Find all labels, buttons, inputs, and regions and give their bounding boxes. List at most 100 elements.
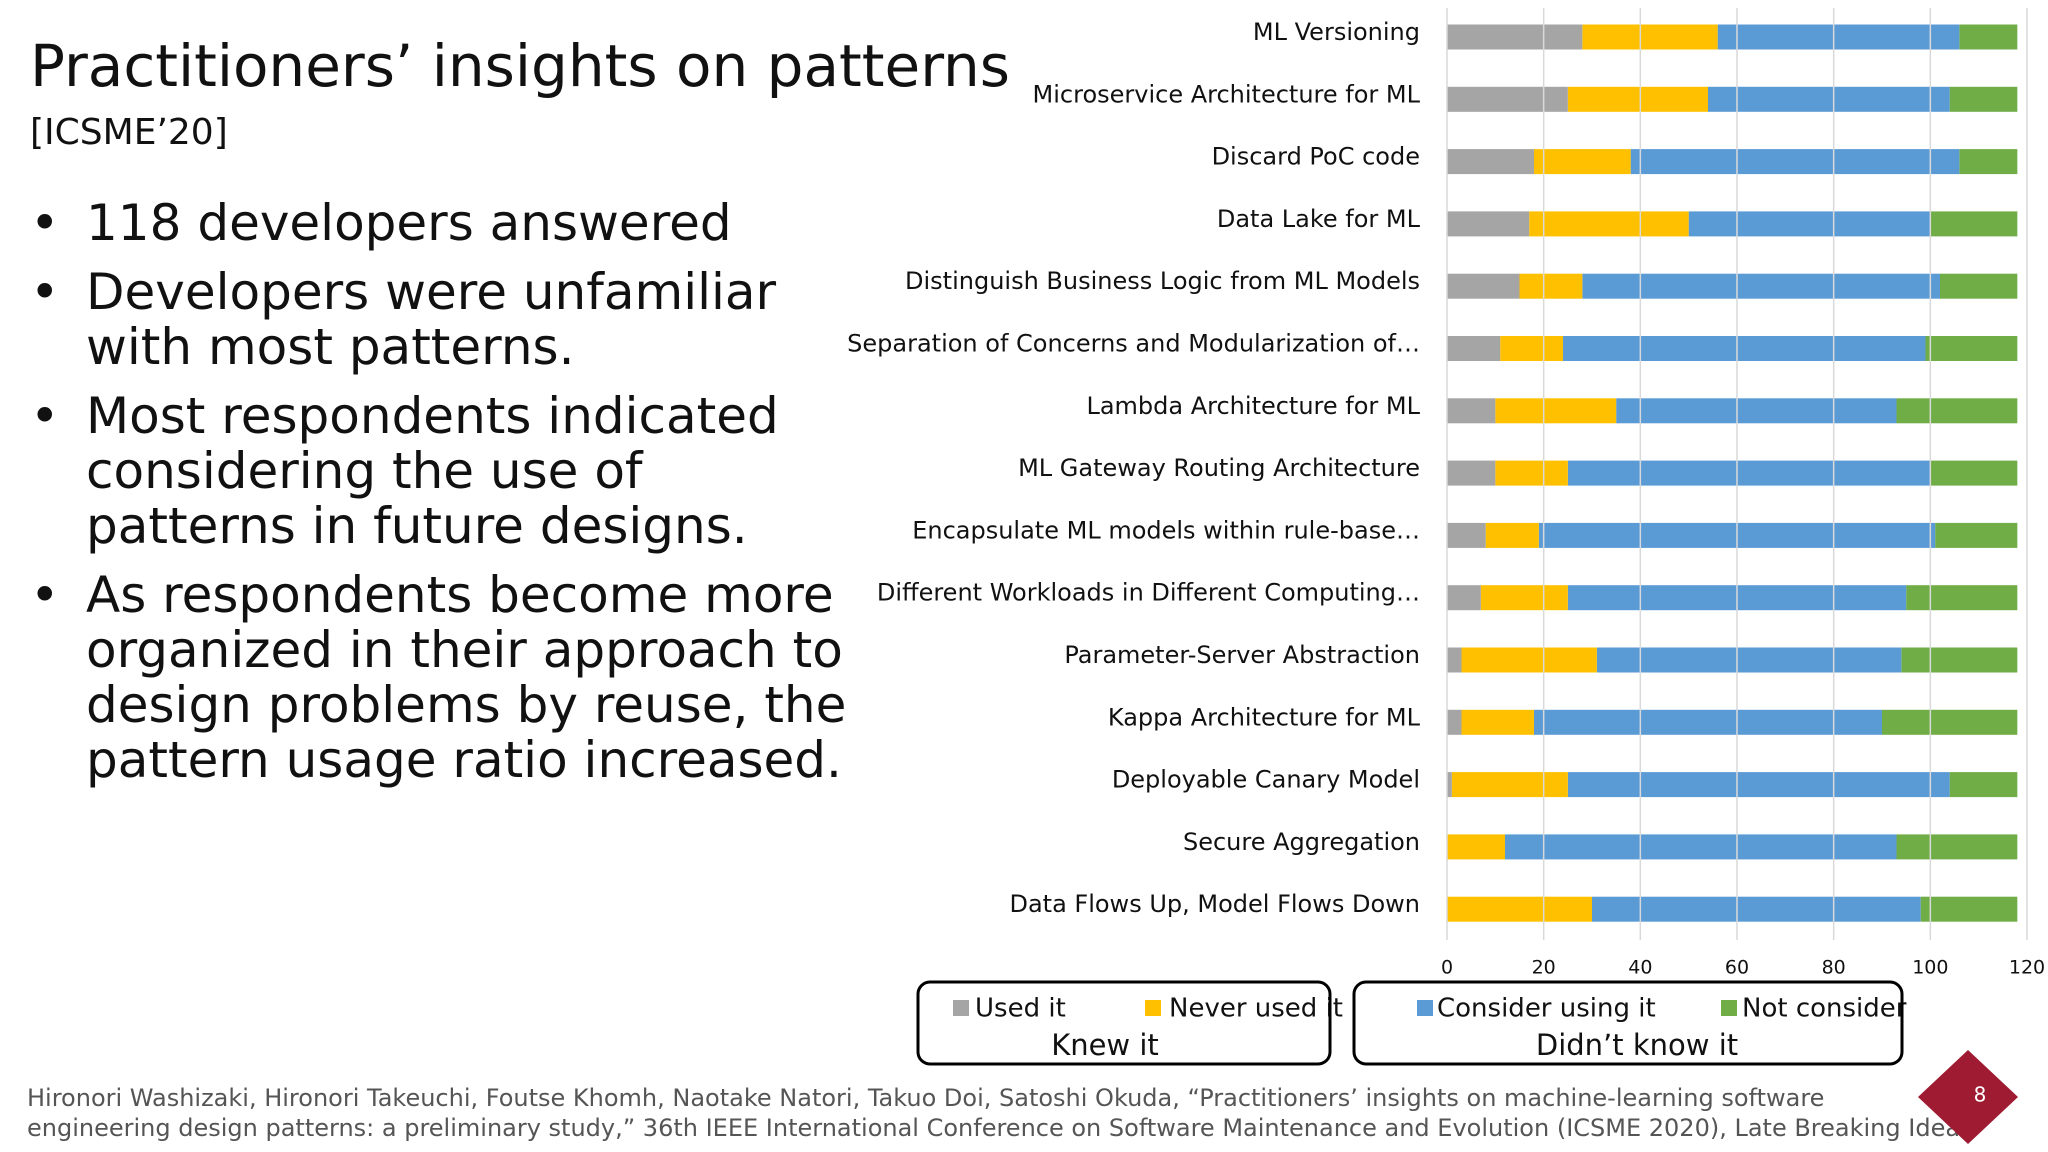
y-tick-label: Secure Aggregation	[1183, 828, 1420, 856]
bar-segment	[1582, 273, 1940, 299]
bar-segment	[1447, 24, 1583, 50]
bullet: 118 developers answered	[30, 196, 860, 252]
bar-segment	[1896, 398, 2018, 424]
bullet: Developers were unfamiliar with most pat…	[30, 265, 860, 375]
bar-segment	[1495, 460, 1568, 486]
bar-segment	[1505, 834, 1897, 860]
bar-segment	[1447, 772, 1452, 798]
bar-segment	[1882, 709, 2018, 735]
bar-segment	[1567, 86, 1708, 112]
legend-box	[916, 980, 1332, 1066]
bullet: As respondents become more organized in …	[30, 568, 860, 788]
bar-segment	[1563, 336, 1926, 361]
bar-segment	[1959, 149, 2018, 175]
y-tick-label: Different Workloads in Different Computi…	[877, 579, 1420, 607]
bar-segment	[1596, 647, 1902, 673]
bar-segment	[1447, 149, 1534, 175]
bar-segment	[1567, 460, 1931, 486]
bar-segment	[1495, 398, 1617, 424]
legend-label: Used it	[975, 994, 1066, 1024]
bar-segment	[1935, 522, 2018, 548]
bar-segment	[1906, 585, 2018, 611]
bar-segment	[1447, 460, 1496, 486]
legend-label: Never used it	[1169, 994, 1343, 1024]
bar-segment	[1447, 709, 1462, 735]
bar-segment	[1930, 460, 2018, 486]
bar-segment	[1529, 211, 1689, 237]
bar-segment	[1534, 149, 1631, 175]
y-tick-label: Discard PoC code	[1212, 143, 1420, 171]
y-tick-label: Encapsulate ML models within rule-base…	[912, 516, 1420, 544]
bar-segment	[1708, 86, 1950, 112]
legend-swatch	[953, 1000, 969, 1016]
bar-segment	[1447, 86, 1568, 112]
x-tick-label: 0	[1441, 957, 1453, 979]
bar-segment	[1949, 86, 2018, 112]
x-tick-label: 80	[1822, 957, 1846, 979]
slide-subtitle: [ICSME’20]	[30, 112, 228, 153]
legend-label: Consider using it	[1437, 994, 1656, 1024]
x-tick-label: 20	[1532, 957, 1556, 979]
bar-segment	[1519, 273, 1583, 299]
bar-segment	[1461, 709, 1534, 735]
x-tick-label: 60	[1725, 957, 1749, 979]
slide-title: Practitioners’ insights on patterns	[30, 32, 1010, 100]
bar-segment	[1461, 647, 1597, 673]
bar-segment	[1959, 24, 2018, 50]
bar-segment	[1500, 336, 1563, 361]
legend-group-label: Didn’t know it	[1536, 1028, 1738, 1062]
legend-group-label: Knew it	[1051, 1028, 1159, 1062]
bar-segment	[1451, 772, 1568, 798]
logo-diamond	[1918, 1050, 2018, 1144]
y-tick-label: Lambda Architecture for ML	[1086, 392, 1420, 420]
bar-segment	[1567, 772, 1950, 798]
x-tick-label: 100	[1912, 957, 1948, 979]
legend-label: Not consider	[1742, 994, 1907, 1024]
x-tick-label: 40	[1628, 957, 1652, 979]
y-tick-label: Data Flows Up, Model Flows Down	[1009, 890, 1420, 918]
legend-swatch	[1721, 1000, 1737, 1016]
legend-box	[1352, 980, 1904, 1066]
bar-segment	[1688, 211, 1931, 237]
bar-segment	[1480, 585, 1568, 611]
bar-segment	[1447, 896, 1592, 922]
bar-segment	[1534, 709, 1882, 735]
y-tick-label: ML Versioning	[1253, 18, 1420, 46]
y-tick-label: Microservice Architecture for ML	[1033, 80, 1421, 108]
citation: Hironori Washizaki, Hironori Takeuchi, F…	[27, 1084, 1825, 1112]
page-number: 8	[1974, 1083, 1987, 1107]
y-tick-label: Data Lake for ML	[1217, 205, 1421, 233]
bullet: Most respondents indicated considering t…	[30, 389, 860, 554]
legend-swatch	[1145, 1000, 1161, 1016]
bar-segment	[1447, 585, 1481, 611]
bar-segment	[1717, 24, 1960, 50]
bar-segment	[1616, 398, 1897, 424]
bar-segment	[1940, 273, 2018, 299]
y-tick-label: ML Gateway Routing Architecture	[1018, 454, 1420, 482]
y-tick-label: Parameter-Server Abstraction	[1064, 641, 1420, 669]
bar-segment	[1896, 834, 2018, 860]
bar-segment	[1920, 896, 2018, 922]
bar-segment	[1447, 336, 1501, 361]
bar-segment	[1485, 522, 1539, 548]
y-tick-label: Deployable Canary Model	[1112, 766, 1420, 794]
bar-segment	[1582, 24, 1718, 50]
bar-segment	[1949, 772, 2018, 798]
bar-segment	[1925, 336, 2018, 361]
bar-segment	[1901, 647, 2018, 673]
bar-segment	[1930, 211, 2018, 237]
bar-segment	[1447, 273, 1520, 299]
y-tick-label: Separation of Concerns and Modularizatio…	[847, 330, 1420, 358]
bar-segment	[1447, 522, 1486, 548]
x-tick-label: 120	[2009, 957, 2045, 979]
bar-segment	[1447, 211, 1530, 237]
citation: engineering design patterns: a prelimina…	[27, 1114, 1973, 1142]
bar-segment	[1447, 647, 1462, 673]
bar-segment	[1447, 834, 1505, 860]
bar-segment	[1447, 398, 1496, 424]
y-tick-label: Distinguish Business Logic from ML Model…	[905, 267, 1420, 295]
legend-swatch	[1417, 1000, 1433, 1016]
y-tick-label: Kappa Architecture for ML	[1108, 703, 1421, 731]
